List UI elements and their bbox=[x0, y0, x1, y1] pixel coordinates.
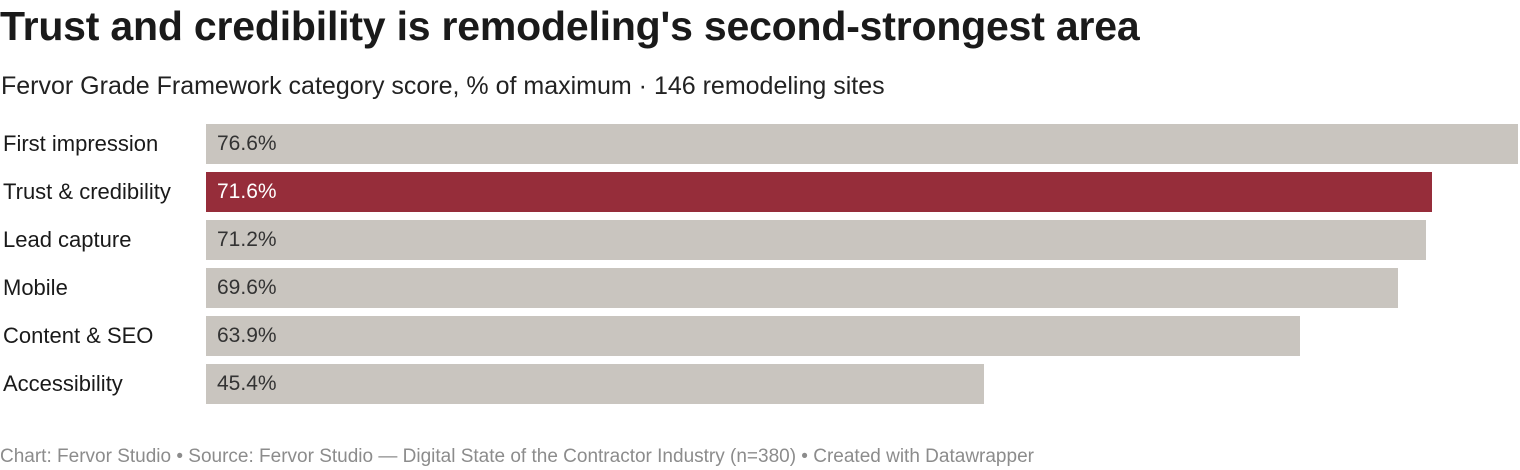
value-label: 71.6% bbox=[217, 180, 277, 203]
category-label: Trust & credibility bbox=[3, 179, 171, 204]
bar bbox=[206, 124, 1518, 164]
value-label: 76.6% bbox=[217, 132, 277, 155]
bar-row: Accessibility 45.4% bbox=[0, 364, 1520, 404]
bar-chart: First impression 76.6% Trust & credibility… bbox=[0, 124, 1520, 404]
category-label: First impression bbox=[3, 131, 159, 156]
bar bbox=[206, 316, 1300, 356]
category-label: Lead capture bbox=[3, 227, 132, 252]
chart-subtitle: Fervor Grade Framework category score, %… bbox=[1, 72, 885, 100]
bar-row: First impression 76.6% bbox=[0, 124, 1520, 164]
value-label: 69.6% bbox=[217, 276, 277, 299]
bar-row: Trust & credibility 71.6% bbox=[0, 172, 1520, 212]
bar-row: Mobile 69.6% bbox=[0, 268, 1520, 308]
bar-row: Content & SEO 63.9% bbox=[0, 316, 1520, 356]
bar bbox=[206, 220, 1426, 260]
bar bbox=[206, 364, 984, 404]
chart-title: Trust and credibility is remodeling's se… bbox=[0, 3, 1140, 49]
bar bbox=[206, 172, 1432, 212]
bar-row: Lead capture 71.2% bbox=[0, 220, 1520, 260]
chart-footer: Chart: Fervor Studio • Source: Fervor St… bbox=[0, 446, 1034, 467]
category-label: Accessibility bbox=[3, 371, 123, 396]
bar bbox=[206, 268, 1398, 308]
value-label: 71.2% bbox=[217, 228, 277, 251]
value-label: 63.9% bbox=[217, 324, 277, 347]
category-label: Mobile bbox=[3, 275, 68, 300]
value-label: 45.4% bbox=[217, 372, 277, 395]
category-label: Content & SEO bbox=[3, 323, 154, 348]
